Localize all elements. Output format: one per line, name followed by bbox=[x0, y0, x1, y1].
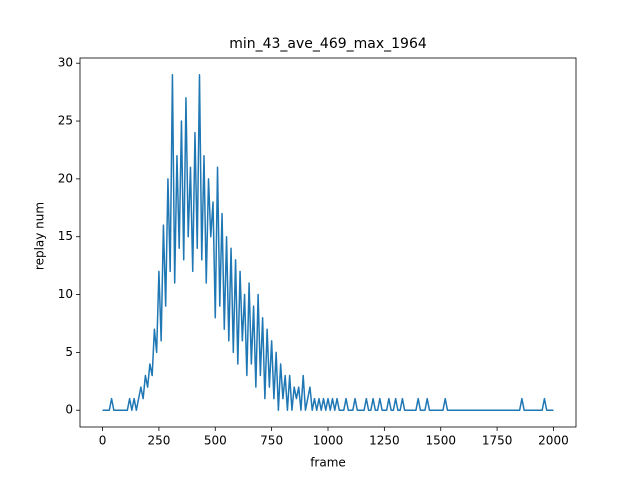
x-tick-label: 250 bbox=[147, 434, 170, 448]
y-tick-label: 20 bbox=[58, 171, 73, 185]
x-tick-label: 2000 bbox=[538, 434, 569, 448]
x-tick-label: 500 bbox=[204, 434, 227, 448]
y-tick-label: 30 bbox=[58, 56, 73, 70]
y-tick-label: 0 bbox=[65, 403, 73, 417]
x-tick-label: 1250 bbox=[369, 434, 400, 448]
plot-frame bbox=[79, 57, 577, 428]
y-tick-label: 10 bbox=[58, 287, 73, 301]
y-axis-label: replay num bbox=[33, 202, 47, 270]
y-tick-label: 25 bbox=[58, 114, 73, 128]
data-line bbox=[102, 74, 554, 411]
x-tick-label: 750 bbox=[260, 434, 283, 448]
x-tick-label: 1000 bbox=[313, 434, 344, 448]
x-tick-label: 1500 bbox=[425, 434, 456, 448]
y-tick-label: 15 bbox=[58, 229, 73, 243]
x-tick-label: 0 bbox=[99, 434, 107, 448]
x-tick-label: 1750 bbox=[482, 434, 513, 448]
chart-title: min_43_ave_469_max_1964 bbox=[229, 36, 427, 52]
y-tick-label: 5 bbox=[65, 345, 73, 359]
x-axis-label: frame bbox=[310, 456, 346, 470]
